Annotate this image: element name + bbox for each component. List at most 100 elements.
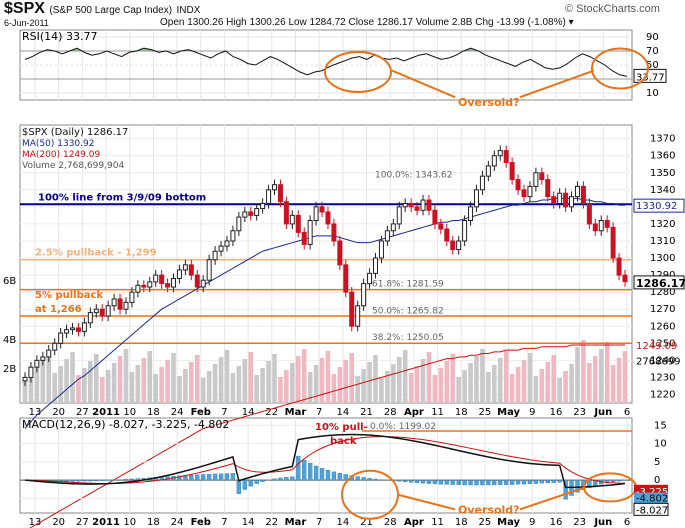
x-tick-label: 2011 xyxy=(92,517,120,528)
volume-bar xyxy=(349,353,355,403)
macd-histogram-bar xyxy=(426,479,432,484)
x-tick-label: 24 xyxy=(171,407,184,418)
volume-bar xyxy=(533,376,539,403)
price-hline-label: at 1,266 xyxy=(35,304,82,315)
rsi-annotation-arrow xyxy=(519,69,595,99)
x-tick-label: 10 xyxy=(123,517,136,528)
x-tick-label: Apr xyxy=(404,517,424,528)
volume-bar xyxy=(105,370,111,403)
x-tick-label: 23 xyxy=(573,517,586,528)
candle-body xyxy=(361,283,367,307)
candle-body xyxy=(539,172,545,181)
macd-oversold-note: Oversold? xyxy=(458,503,520,516)
volume-bar xyxy=(604,342,610,403)
volume-tick-label: 6B xyxy=(3,276,16,287)
volume-bar xyxy=(361,369,366,403)
volume-bar xyxy=(52,373,58,403)
price-tick-label: 1370 xyxy=(650,134,675,145)
x-tick-label: 24 xyxy=(171,517,184,528)
candle-body xyxy=(355,305,361,327)
candle-body xyxy=(616,257,622,276)
candle-body xyxy=(396,206,402,225)
ma50-value-box xyxy=(633,198,685,213)
volume-bar xyxy=(236,366,242,403)
volume-bar xyxy=(557,378,562,403)
fib-label: 38.2%: 1250.05 xyxy=(372,333,444,343)
candle-body xyxy=(93,308,99,314)
x-tick-label: 27 xyxy=(76,517,89,528)
ohlc-summary: Open 1300.26 High 1300.26 Low 1284.72 Cl… xyxy=(160,17,574,28)
candle-body xyxy=(378,240,384,259)
volume-bar xyxy=(301,349,307,403)
macd-pullback-note: back xyxy=(330,436,357,447)
candle-body xyxy=(604,220,610,228)
macd-histogram-bar xyxy=(290,476,295,481)
x-tick-label: 27 xyxy=(76,407,89,418)
price-legend: MA(200) 1249.09 xyxy=(22,150,100,160)
x-tick-label: 25 xyxy=(479,517,492,528)
candle-body xyxy=(111,298,117,307)
macd-histogram-bar xyxy=(284,477,289,481)
macd-histogram-bar xyxy=(207,474,212,481)
candle-body xyxy=(129,291,135,303)
rsi-oversold-circle xyxy=(324,51,392,93)
volume-bar xyxy=(194,355,200,403)
macd-histogram-bar xyxy=(64,479,69,482)
volume-bar xyxy=(254,375,259,403)
volume-bar xyxy=(224,350,230,403)
volume-bar xyxy=(307,372,313,403)
macd-histogram-bar xyxy=(575,479,580,493)
volume-bar xyxy=(46,350,52,403)
candle-body xyxy=(272,184,278,191)
volume-bar xyxy=(248,352,254,403)
volume-bar xyxy=(462,370,467,403)
volume-bar xyxy=(581,340,586,403)
candle-body xyxy=(135,284,141,293)
ma50-line xyxy=(24,197,626,429)
x-tick-label: 18 xyxy=(455,407,468,418)
candle-body xyxy=(81,322,87,332)
macd-histogram-bar xyxy=(296,455,301,481)
x-tick-label: 13 xyxy=(29,407,42,418)
volume-bar xyxy=(22,378,28,403)
macd-histogram-bar xyxy=(278,477,283,481)
volume-bar xyxy=(402,350,408,403)
x-tick-label: 23 xyxy=(573,407,586,418)
volume-bar xyxy=(88,361,93,403)
macd-histogram-bar xyxy=(492,479,497,486)
macd-histogram-bar xyxy=(224,473,230,481)
macd-histogram-bar xyxy=(254,479,259,484)
macd-annotation-arrow xyxy=(397,493,456,511)
x-tick-label: 25 xyxy=(479,407,492,418)
volume-bar xyxy=(272,354,277,403)
volume-bar xyxy=(592,356,598,403)
macd-tick-label: 10 xyxy=(654,439,667,450)
price-tick-label: 1310 xyxy=(650,236,675,247)
price-value-box xyxy=(633,275,685,290)
x-tick-label: 18 xyxy=(147,407,160,418)
candle-body xyxy=(473,189,479,208)
rsi-value-box xyxy=(633,68,667,83)
macd-histogram-bar xyxy=(545,479,550,484)
volume-bar xyxy=(432,375,438,403)
macd-histogram-bar xyxy=(201,474,206,481)
macd-histogram-bar xyxy=(260,479,265,482)
candle-body xyxy=(206,259,212,281)
macd-histogram-bar xyxy=(248,479,253,487)
volume-bar xyxy=(200,378,206,403)
x-tick-label: 14 xyxy=(336,517,349,528)
rsi-legend: RSI(14) 33.77 xyxy=(22,30,97,43)
volume-tick-label: 4B xyxy=(3,335,16,346)
macd-histogram-bar xyxy=(605,479,610,484)
volume-bar xyxy=(218,357,224,403)
macd-histogram-bar xyxy=(302,459,307,481)
volume-bar xyxy=(206,371,212,403)
volume-bar xyxy=(99,377,105,403)
macd-histogram-bar xyxy=(319,468,325,481)
macd-histogram-bar xyxy=(313,465,319,481)
volume-bar xyxy=(563,371,568,403)
volume-bar xyxy=(444,361,450,403)
price-legend: Volume 2,768,699,904 xyxy=(22,161,124,171)
